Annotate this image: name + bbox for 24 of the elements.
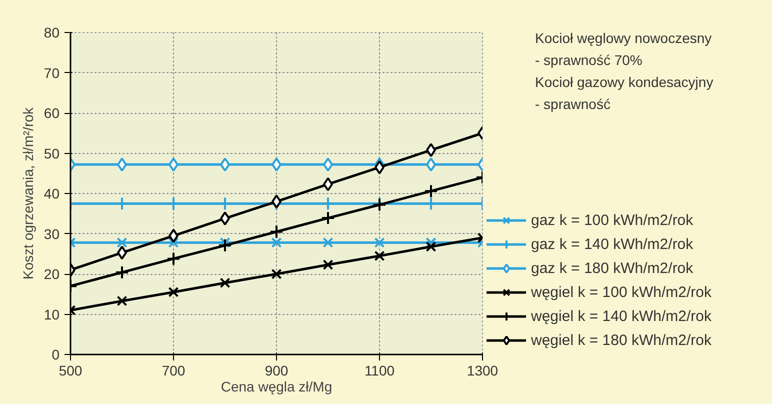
y-axis-title: Koszt ogrzewania, zł/m²/rok — [20, 106, 36, 280]
y-tick-label: 0 — [52, 346, 60, 362]
y-tick-label: 50 — [44, 145, 60, 162]
y-tick-label: 20 — [44, 266, 60, 282]
legend-label: węgiel k = 180 kWh/m2/rok — [531, 332, 712, 348]
x-tick-label: 900 — [264, 362, 288, 378]
legend-label: węgiel k = 140 kWh/m2/rok — [531, 308, 712, 324]
y-tick-label: 40 — [44, 186, 60, 202]
legend-label: gaz k = 180 kWh/m2/rok — [531, 260, 694, 276]
x-tick-label: 1100 — [364, 362, 395, 378]
x-tick-label: 500 — [58, 362, 82, 378]
x-axis-title: Cena węgla zł/Mg — [220, 378, 332, 394]
y-tick-label: 10 — [44, 306, 60, 322]
y-tick-label: 80 — [44, 24, 60, 40]
x-tick-label: 700 — [162, 362, 186, 378]
y-tick-label: 70 — [44, 64, 60, 81]
y-tick-label: 30 — [44, 226, 60, 242]
text: Kocioł węglowy nowoczesny - sprawność 70% — [535, 30, 712, 68]
legend-label: gaz k = 100 kWh/m2/rok — [531, 212, 694, 228]
legend-label: gaz k = 140 kWh/m2/rok — [531, 236, 694, 252]
y-tick-label: 60 — [44, 105, 60, 121]
text: Kocioł gazowy kondesacyjny - sprawność — [535, 74, 714, 112]
x-tick-label: 1300 — [466, 362, 498, 378]
legend-label: węgiel k = 100 kWh/m2/rok — [531, 284, 712, 300]
